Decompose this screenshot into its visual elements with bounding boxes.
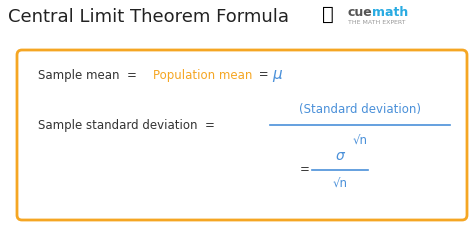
Text: √n: √n <box>353 135 367 148</box>
Text: (Standard deviation): (Standard deviation) <box>299 103 421 116</box>
Text: Sample mean  =: Sample mean = <box>38 69 141 81</box>
Text: 🚀: 🚀 <box>322 5 334 24</box>
FancyBboxPatch shape <box>17 50 467 220</box>
Text: Population mean: Population mean <box>153 69 252 81</box>
Text: =: = <box>300 163 310 177</box>
Text: μ: μ <box>272 67 282 82</box>
Text: σ: σ <box>336 149 345 163</box>
Text: Sample standard deviation  =: Sample standard deviation = <box>38 118 215 131</box>
Text: math: math <box>372 6 408 19</box>
Text: =: = <box>255 69 273 81</box>
Text: THE MATH EXPERT: THE MATH EXPERT <box>348 20 405 25</box>
Text: cue: cue <box>348 6 373 19</box>
Text: √n: √n <box>332 178 347 190</box>
Text: Central Limit Theorem Formula: Central Limit Theorem Formula <box>8 8 289 26</box>
